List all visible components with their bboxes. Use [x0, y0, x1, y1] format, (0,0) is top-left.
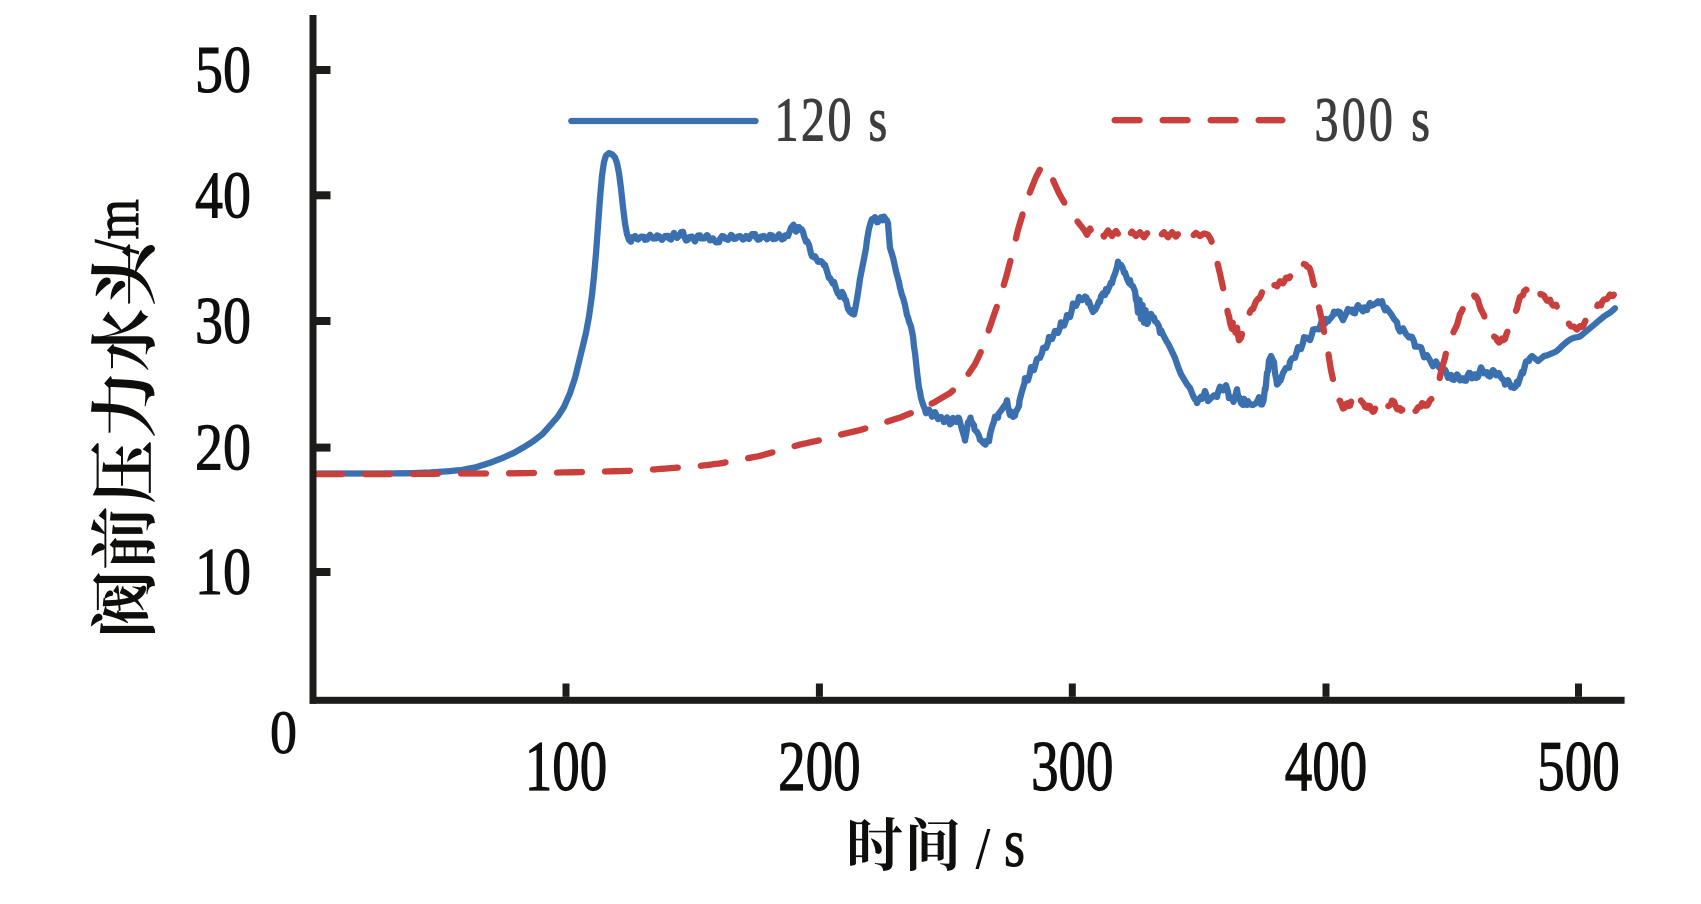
svg-text:10: 10	[195, 535, 251, 609]
svg-text:/m: /m	[81, 199, 153, 254]
svg-text:100: 100	[525, 726, 607, 805]
svg-text:50: 50	[195, 33, 251, 107]
svg-text:30: 30	[195, 284, 251, 358]
svg-text:20: 20	[195, 411, 251, 485]
svg-text:0: 0	[270, 700, 297, 767]
svg-text:/: /	[976, 816, 991, 881]
svg-text:500: 500	[1537, 726, 1619, 805]
svg-text:300 s: 300 s	[1315, 85, 1434, 155]
svg-text:40: 40	[195, 159, 251, 233]
svg-text:400: 400	[1285, 726, 1367, 805]
svg-text:s: s	[1004, 806, 1025, 882]
svg-text:200: 200	[778, 726, 860, 805]
svg-text:300: 300	[1031, 726, 1113, 805]
svg-text:120 s: 120 s	[775, 85, 890, 155]
